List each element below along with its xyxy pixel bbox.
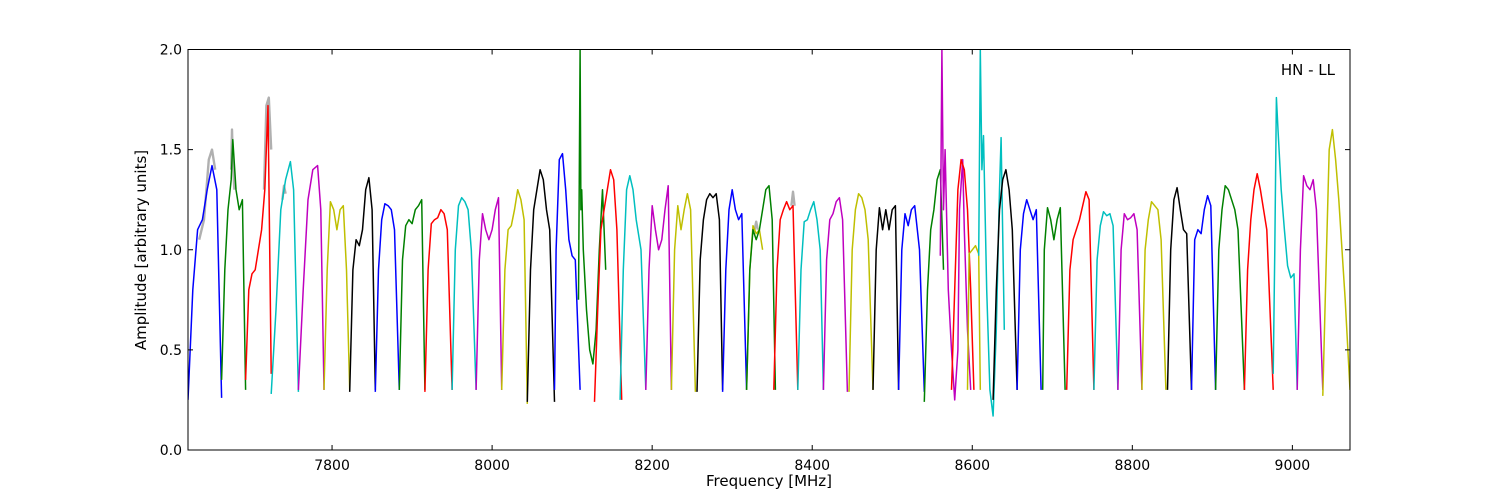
x-tick-label: 9000 <box>1275 458 1311 474</box>
x-tick-label: 8800 <box>1115 458 1151 474</box>
axis-tick-labels: 7800 8000 8200 8400 8600 8800 9000 0.0 0.5 1.0 1.5… <box>160 43 1310 475</box>
spectrum-trace-9 <box>424 208 453 392</box>
y-tick-label: 2.0 <box>160 43 182 59</box>
spectrum-trace-33 <box>966 244 982 390</box>
spectrum-trace-20 <box>696 192 724 392</box>
spectrum-trace-34 <box>977 49 1006 417</box>
spectrum-trace-31 <box>939 49 972 401</box>
spectrum-trace-29 <box>897 204 926 392</box>
underlay-trace-5 <box>790 190 796 206</box>
y-tick-label: 0.5 <box>160 343 182 359</box>
spectrum-trace-0 <box>188 164 223 400</box>
underlay-traces <box>198 96 796 240</box>
spectrum-trace-45 <box>1243 172 1274 390</box>
spectrum-trace-3 <box>270 160 300 394</box>
spectrum-trace-48 <box>1322 128 1350 396</box>
spectrum-trace-35 <box>992 168 1018 400</box>
x-tick-label: 8400 <box>794 458 830 474</box>
spectrum-trace-8 <box>398 198 426 390</box>
axis-ticks <box>188 49 1350 451</box>
spectrum-trace-1 <box>220 138 247 390</box>
spectrum-trace-26 <box>822 196 849 392</box>
spectrum-trace-43 <box>1190 194 1217 390</box>
spectrum-trace-41 <box>1141 200 1167 390</box>
x-tick-label: 8200 <box>634 458 670 474</box>
spectrum-trace-13 <box>526 168 556 402</box>
x-axis-label: Frequency [MHz] <box>706 472 832 490</box>
spectrum-trace-27 <box>848 192 874 392</box>
spectrum-trace-15 <box>577 49 607 365</box>
spectrum-trace-2 <box>244 104 272 380</box>
spectrum-trace-12 <box>500 188 529 404</box>
x-tick-label: 8600 <box>954 458 990 474</box>
spectrum-trace-39 <box>1093 210 1119 390</box>
spectrum-trace-18 <box>645 184 673 390</box>
spectrum-trace-46 <box>1272 96 1298 390</box>
underlay-trace-2 <box>262 96 273 190</box>
spectrum-trace-42 <box>1166 186 1193 390</box>
y-axis-label: Amplitude [arbitrary units] <box>132 150 150 350</box>
spectrum-trace-32 <box>950 158 975 390</box>
spectrum-traces <box>188 49 1350 417</box>
spectrum-trace-19 <box>670 192 697 392</box>
spectrum-trace-11 <box>475 196 503 390</box>
spectrum-trace-5 <box>323 200 351 390</box>
spectrum-trace-4 <box>297 164 325 390</box>
underlay-trace-0 <box>198 148 217 240</box>
spectrum-trace-17 <box>619 174 647 400</box>
spectrum-trace-24 <box>773 200 799 390</box>
spectrum-trace-38 <box>1065 190 1095 390</box>
plot-annotation: HN - LL <box>1281 61 1336 79</box>
spectrum-trace-25 <box>797 200 825 390</box>
y-tick-label: 1.0 <box>160 243 182 259</box>
spectrum-trace-7 <box>374 202 401 392</box>
y-tick-label: 1.5 <box>160 143 182 159</box>
spectrum-trace-40 <box>1117 212 1143 390</box>
spectrum-trace-16 <box>593 168 623 402</box>
spectrum-trace-23 <box>745 184 777 390</box>
plot-area-frame <box>187 49 1351 451</box>
spectrum-trace-37 <box>1041 206 1066 390</box>
spectrum-trace-44 <box>1214 184 1246 390</box>
x-tick-label: 8000 <box>474 458 510 474</box>
x-tick-label: 7800 <box>314 458 350 474</box>
spectrum-trace-28 <box>872 204 900 390</box>
spectrum-trace-14 <box>553 152 581 390</box>
spectrum-trace-6 <box>348 176 377 392</box>
spectrum-trace-10 <box>451 196 477 390</box>
spectrum-trace-36 <box>1016 198 1042 390</box>
y-tick-label: 0.0 <box>160 443 182 459</box>
spectrum-trace-47 <box>1296 174 1324 390</box>
spectrum-trace-21 <box>721 188 748 392</box>
underlay-trace-4 <box>753 220 759 230</box>
